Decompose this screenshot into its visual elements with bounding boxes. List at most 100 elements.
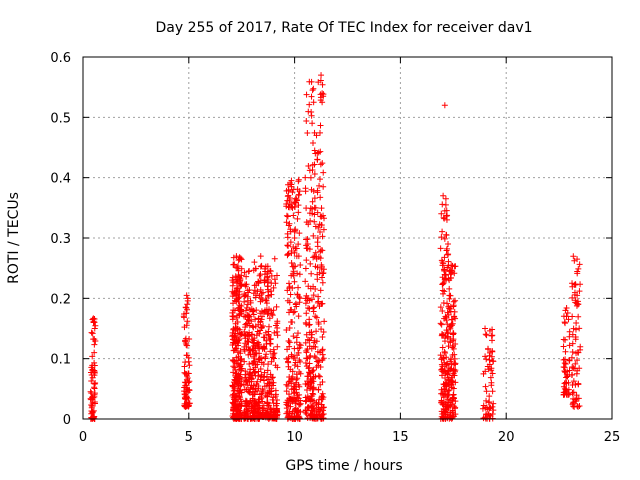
data-point <box>283 388 290 395</box>
data-point <box>293 334 300 341</box>
data-point <box>303 257 310 264</box>
data-point <box>295 313 302 320</box>
data-point <box>448 397 455 404</box>
data-point <box>303 91 310 98</box>
data-point <box>292 359 299 366</box>
data-point <box>182 379 189 386</box>
data-point <box>286 325 293 332</box>
data-point <box>242 307 249 314</box>
data-point <box>273 400 280 407</box>
data-point <box>273 407 280 413</box>
data-point <box>273 303 280 310</box>
data-point <box>284 242 291 249</box>
data-point <box>486 393 493 400</box>
data-point <box>283 187 290 194</box>
data-point <box>246 361 253 368</box>
data-point <box>317 161 324 168</box>
data-point <box>294 270 301 277</box>
data-point <box>184 342 191 349</box>
data-point <box>290 186 297 193</box>
data-point <box>296 357 303 364</box>
data-point <box>270 284 277 291</box>
data-point <box>319 90 326 97</box>
data-point <box>231 289 238 296</box>
data-point <box>296 368 303 375</box>
data-point <box>305 365 312 372</box>
data-point <box>251 287 258 294</box>
data-point <box>311 171 318 178</box>
data-point <box>250 346 257 353</box>
data-point <box>443 247 450 254</box>
data-point <box>562 360 569 367</box>
data-point <box>310 232 317 239</box>
data-point <box>258 290 265 297</box>
data-point <box>569 363 576 370</box>
data-point <box>257 318 264 325</box>
data-point <box>296 341 303 348</box>
data-point <box>451 263 458 270</box>
data-point <box>562 348 569 355</box>
data-point <box>440 300 447 307</box>
data-point <box>87 388 94 395</box>
data-point <box>91 341 98 348</box>
data-point <box>447 402 454 409</box>
data-point <box>570 400 577 407</box>
data-point <box>237 350 244 357</box>
data-point <box>318 395 325 402</box>
data-point <box>312 313 319 320</box>
data-point <box>575 395 582 402</box>
data-point <box>233 298 240 305</box>
data-point <box>319 270 326 277</box>
data-point <box>261 369 268 376</box>
data-point <box>288 398 295 405</box>
data-point <box>263 300 270 307</box>
data-point <box>92 322 99 329</box>
chart-title: Day 255 of 2017, Rate Of TEC Index for r… <box>155 20 532 36</box>
data-point <box>486 361 493 368</box>
data-point <box>230 369 237 376</box>
data-point <box>451 351 458 358</box>
data-point <box>241 358 248 365</box>
data-point <box>236 378 243 385</box>
data-point <box>490 358 497 365</box>
data-point <box>272 387 279 394</box>
data-point <box>271 329 278 336</box>
data-point <box>442 195 449 202</box>
data-point <box>302 278 309 285</box>
data-point <box>259 405 266 412</box>
data-point <box>302 174 309 181</box>
data-point <box>244 378 251 385</box>
data-point <box>250 391 257 398</box>
data-point <box>261 279 268 286</box>
data-point <box>320 183 327 190</box>
data-point <box>302 408 309 415</box>
data-point <box>250 290 257 297</box>
data-point <box>440 280 447 287</box>
data-point <box>180 311 187 317</box>
data-point <box>306 210 313 217</box>
data-point <box>265 292 272 299</box>
data-point <box>291 228 298 235</box>
data-point <box>306 78 313 85</box>
data-point <box>312 263 319 270</box>
data-point <box>317 255 324 262</box>
data-point <box>313 132 320 139</box>
data-point <box>306 395 313 402</box>
data-point <box>238 389 245 396</box>
data-point <box>488 367 495 374</box>
data-point <box>316 228 323 235</box>
data-point <box>234 286 241 293</box>
data-point <box>230 363 237 370</box>
data-point <box>252 385 259 392</box>
data-point <box>573 392 580 399</box>
data-point <box>261 383 268 390</box>
data-point <box>448 267 455 274</box>
data-point <box>306 321 313 328</box>
data-point <box>262 354 269 361</box>
data-point <box>448 361 455 368</box>
data-point <box>302 339 309 346</box>
data-point <box>310 140 317 147</box>
data-point <box>318 300 325 307</box>
data-point <box>443 231 450 238</box>
data-point <box>288 413 295 420</box>
